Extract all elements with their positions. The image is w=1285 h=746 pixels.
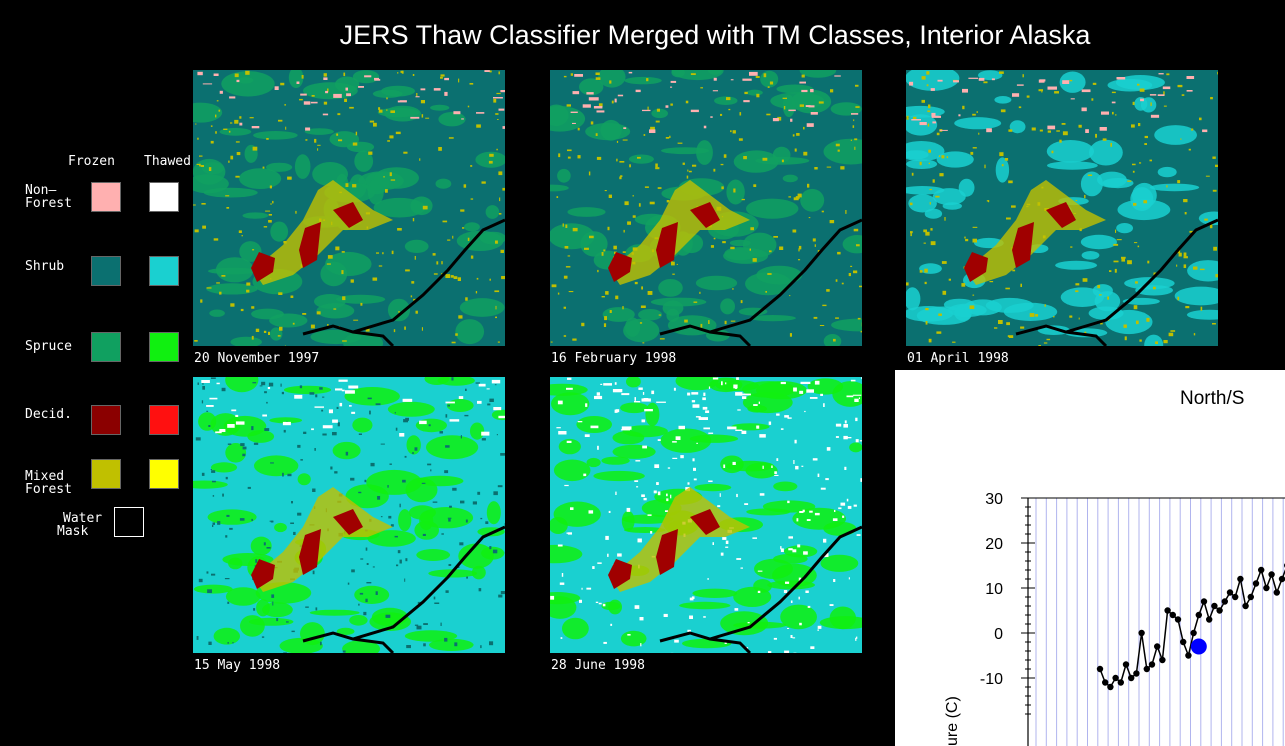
swatch-thawed-0 bbox=[149, 182, 179, 212]
deciduous-patch bbox=[251, 509, 363, 589]
temperature-point bbox=[1169, 611, 1176, 619]
swatch-thawed-3 bbox=[149, 405, 179, 435]
legend-header-frozen: Frozen bbox=[68, 154, 115, 169]
temperature-point bbox=[1154, 643, 1161, 650]
map-image bbox=[906, 70, 1218, 346]
legend-label-line1: Spruce bbox=[25, 339, 72, 354]
legend-label-3: Decid. bbox=[25, 408, 72, 421]
swatch-frozen-3 bbox=[91, 405, 121, 435]
legend-label-line1: Decid. bbox=[25, 407, 72, 422]
water-label-line2: Mask bbox=[57, 524, 89, 539]
temperature-point bbox=[1185, 652, 1192, 659]
temperature-point bbox=[1133, 670, 1140, 677]
swatch-thawed-4 bbox=[149, 459, 179, 489]
deciduous-patch bbox=[964, 202, 1076, 282]
temperature-point bbox=[1195, 611, 1202, 619]
legend-label-1: Shrub bbox=[25, 260, 64, 273]
map-date-caption: 16 February 1998 bbox=[551, 351, 677, 366]
legend-label-line1: Shrub bbox=[25, 259, 65, 274]
swatch-frozen-0 bbox=[91, 182, 121, 212]
y-tick-label: 10 bbox=[985, 581, 1003, 598]
temperature-point bbox=[1216, 607, 1223, 614]
legend-label-water-mask: Water Mask bbox=[57, 511, 103, 538]
deciduous-patch bbox=[608, 509, 720, 589]
temperature-point bbox=[1263, 584, 1270, 592]
temperature-point bbox=[1180, 638, 1187, 646]
swatch-frozen-2 bbox=[91, 332, 121, 362]
temperature-point bbox=[1200, 598, 1208, 605]
map-image bbox=[550, 377, 862, 653]
temperature-point bbox=[1226, 589, 1234, 596]
temperature-point bbox=[1273, 589, 1280, 596]
temperature-point bbox=[1242, 602, 1249, 610]
temperature-point bbox=[1278, 575, 1285, 583]
temperature-point bbox=[1107, 683, 1114, 691]
legend-header-thawed: Thawed bbox=[144, 154, 191, 169]
y-axis-label: ure (C) bbox=[944, 696, 961, 746]
map-date-caption: 28 June 1998 bbox=[551, 658, 645, 673]
temperature-point bbox=[1112, 674, 1119, 682]
water-label-line1: Water bbox=[63, 511, 103, 526]
legend-label-line1: Non— bbox=[25, 183, 57, 198]
highlighted-point bbox=[1190, 638, 1207, 655]
legend-label-line2: Forest bbox=[25, 196, 72, 211]
temperature-point bbox=[1211, 602, 1218, 610]
y-tick-label: 30 bbox=[985, 491, 1003, 508]
y-tick-label: -10 bbox=[980, 671, 1003, 688]
temperature-point bbox=[1258, 566, 1265, 574]
y-tick-label: 0 bbox=[994, 626, 1003, 643]
swatch-frozen-1 bbox=[91, 256, 121, 286]
temperature-point bbox=[1237, 575, 1244, 583]
map-date-caption: 15 May 1998 bbox=[194, 658, 281, 673]
map-date-caption: 01 April 1998 bbox=[907, 351, 1009, 366]
legend-label-4: Mixed Forest bbox=[25, 470, 72, 496]
chart-title: North/S bbox=[1180, 388, 1245, 409]
chart-plot: 30 20 10 0 -10 ure (C) bbox=[944, 491, 1285, 746]
temperature-point bbox=[1221, 598, 1228, 605]
deciduous-patch bbox=[251, 202, 363, 282]
temperature-point bbox=[1247, 593, 1254, 601]
temperature-point bbox=[1138, 629, 1145, 637]
figure-title: JERS Thaw Classifier Merged with TM Clas… bbox=[339, 20, 1091, 50]
temperature-point bbox=[1164, 607, 1171, 614]
swatch-thawed-2 bbox=[149, 332, 179, 362]
temperature-point bbox=[1117, 679, 1124, 686]
legend-label-0: Non— Forest bbox=[25, 184, 72, 210]
temperature-point bbox=[1096, 665, 1104, 673]
temperature-point bbox=[1174, 616, 1182, 623]
temperature-point bbox=[1143, 665, 1150, 673]
map-image bbox=[193, 377, 505, 653]
map-image bbox=[193, 70, 505, 346]
legend-label-line1: Mixed bbox=[25, 469, 65, 484]
temperature-point bbox=[1148, 661, 1156, 668]
map-date-caption: 20 November 1997 bbox=[194, 351, 320, 366]
temperature-point bbox=[1190, 629, 1197, 637]
temperature-point bbox=[1102, 679, 1109, 686]
legend-label-2: Spruce bbox=[25, 340, 72, 353]
temperature-point bbox=[1268, 571, 1275, 578]
deciduous-patch bbox=[608, 202, 720, 282]
temperature-point bbox=[1206, 616, 1213, 623]
temperature-point bbox=[1252, 580, 1260, 587]
map-image bbox=[550, 70, 862, 346]
swatch-thawed-1 bbox=[149, 256, 179, 286]
legend-label-line2: Forest bbox=[25, 482, 72, 497]
swatch-frozen-4 bbox=[91, 459, 121, 489]
temperature-point bbox=[1128, 674, 1135, 682]
temperature-chart: North/S 30 20 10 0 -10 ure (C) bbox=[895, 370, 1285, 746]
swatch-water-mask bbox=[114, 507, 144, 537]
y-tick-label: 20 bbox=[985, 536, 1003, 553]
temperature-point bbox=[1159, 656, 1166, 664]
temperature-point bbox=[1122, 661, 1130, 668]
temperature-point bbox=[1232, 593, 1239, 601]
